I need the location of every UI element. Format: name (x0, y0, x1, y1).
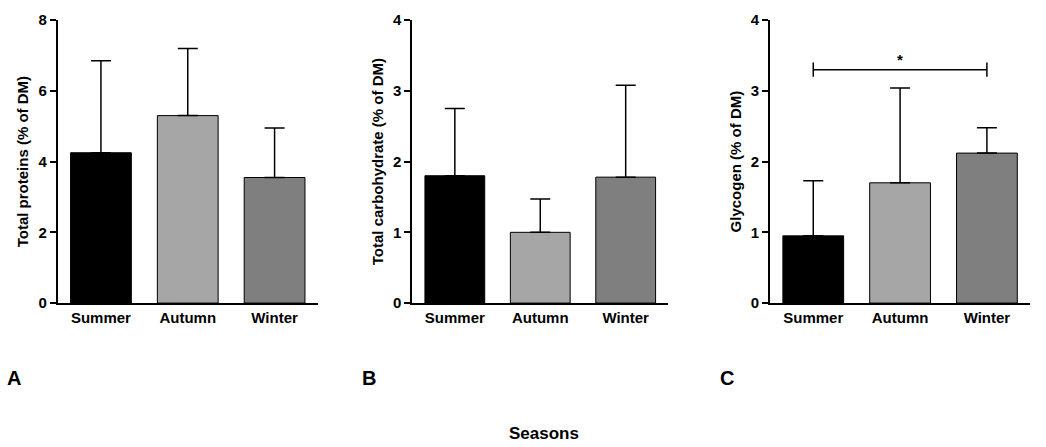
svg-text:Winter: Winter (251, 309, 298, 326)
svg-text:2: 2 (393, 153, 401, 170)
svg-text:Glycogen (% of DM): Glycogen (% of DM) (727, 91, 744, 233)
svg-text:1: 1 (393, 224, 401, 241)
svg-text:0: 0 (751, 294, 759, 311)
svg-text:4: 4 (751, 11, 760, 28)
svg-text:6: 6 (38, 82, 46, 99)
svg-text:2: 2 (38, 224, 46, 241)
svg-text:Autumn: Autumn (512, 309, 569, 326)
svg-text:1: 1 (751, 224, 759, 241)
svg-text:C: C (720, 367, 734, 389)
svg-text:Summer: Summer (783, 309, 843, 326)
svg-text:Autumn: Autumn (872, 309, 929, 326)
svg-text:Total carbohydrate (% of DM): Total carbohydrate (% of DM) (369, 58, 386, 265)
svg-text:*: * (897, 51, 903, 68)
svg-text:B: B (362, 367, 376, 389)
svg-text:Autumn: Autumn (159, 309, 216, 326)
svg-text:Winter: Winter (602, 309, 649, 326)
svg-text:4: 4 (393, 11, 402, 28)
svg-text:Summer: Summer (71, 309, 131, 326)
svg-text:0: 0 (38, 294, 46, 311)
svg-text:3: 3 (751, 82, 759, 99)
svg-text:8: 8 (38, 11, 46, 28)
svg-text:0: 0 (393, 294, 401, 311)
svg-text:Total proteins (% of DM): Total proteins (% of DM) (14, 76, 31, 247)
svg-text:Summer: Summer (425, 309, 485, 326)
svg-text:A: A (7, 367, 21, 389)
svg-text:Seasons: Seasons (509, 424, 579, 443)
svg-text:Winter: Winter (964, 309, 1011, 326)
svg-text:4: 4 (38, 153, 47, 170)
svg-text:2: 2 (751, 153, 759, 170)
svg-text:3: 3 (393, 82, 401, 99)
